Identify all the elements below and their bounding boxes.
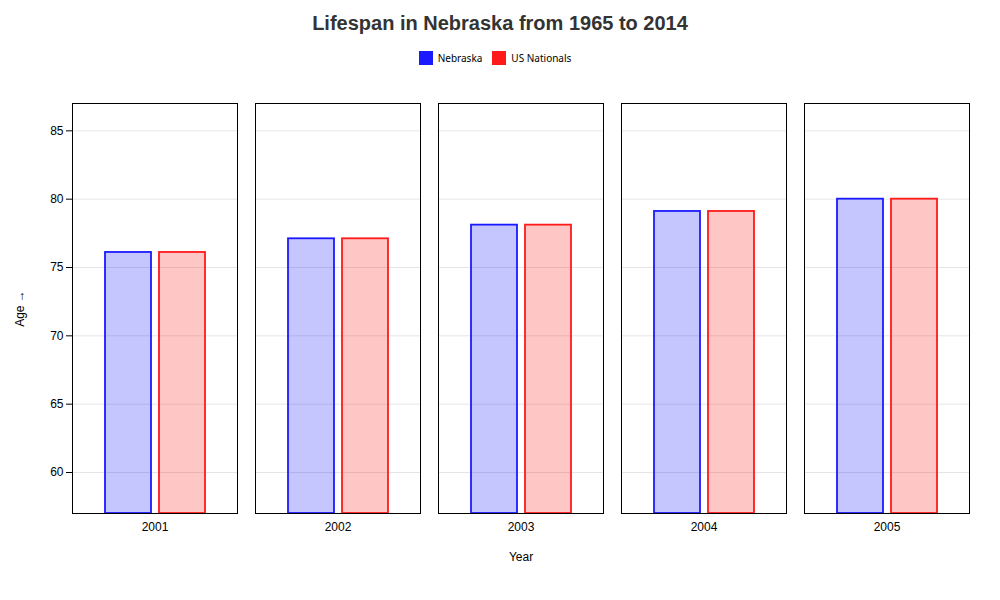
- html-text:Lifespan in Nebraska from 1965: Lifespan in Nebraska from 1965 to 2014: [312, 12, 688, 34]
- svg-text:60: 60: [50, 465, 64, 479]
- svg-text:Age →: Age →: [13, 290, 27, 327]
- svg-text:2002: 2002: [325, 520, 352, 534]
- svg-text:2004: 2004: [691, 520, 718, 534]
- svg-text:2003: 2003: [508, 520, 535, 534]
- svg-text:75: 75: [50, 260, 64, 274]
- html-text:Nebraska: Nebraska: [437, 50, 483, 65]
- svg-text:65: 65: [50, 397, 64, 411]
- svg-text:80: 80: [50, 192, 64, 206]
- svg-text:2005: 2005: [874, 520, 901, 534]
- svg-text:70: 70: [50, 329, 64, 343]
- svg-text:85: 85: [50, 124, 64, 138]
- html-text:US Nationals: US Nationals: [511, 50, 572, 65]
- svg-text:Year: Year: [509, 550, 533, 564]
- svg-text:2001: 2001: [142, 520, 169, 534]
